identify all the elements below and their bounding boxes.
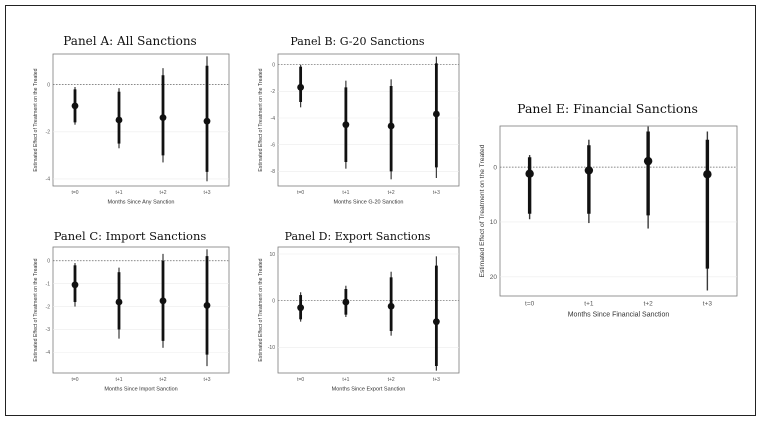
y-tick-label: 0: [47, 82, 50, 88]
x-tick-label: t+3: [203, 377, 210, 383]
chart-title: Panel A: All Sanctions: [63, 34, 196, 48]
y-tick-label: -6: [271, 142, 276, 148]
x-tick-label: t+2: [159, 377, 166, 383]
y-tick-label: 0: [47, 258, 50, 264]
y-tick-label: 0: [272, 298, 275, 304]
panel-a-chart: Panel A: All Sanctions 0 -2 -4 t=0 t+1 t+2 t+3 M…: [25, 30, 235, 208]
x-axis-label: Months Since Export Sanction: [332, 387, 406, 393]
point-estimate: [159, 297, 167, 305]
chart-title: Panel D: Export Sanctions: [285, 230, 431, 243]
plot-area: [277, 53, 460, 187]
figure-frame: [5, 5, 756, 416]
point-estimate: [584, 166, 594, 175]
y-tick-label: -4: [46, 350, 51, 356]
y-axis-label: Estimated Effect of Treatment on the Tre…: [258, 68, 264, 171]
chart-title: Panel B: G-20 Sanctions: [290, 35, 425, 48]
x-tick-label: t+3: [203, 190, 210, 196]
point-estimate: [387, 302, 395, 310]
point-estimate: [297, 83, 305, 91]
panel-c-chart: Panel C: Import Sanctions 0 -1 -2 -3 -4 t=0 t+1…: [25, 225, 235, 395]
x-tick-label: t+3: [433, 377, 440, 383]
point-estimate: [525, 169, 534, 178]
y-tick-label: -8: [271, 169, 276, 175]
y-axis-label: Estimated Effect of Treatment on the Tre…: [33, 68, 39, 171]
y-tick-label: -4: [271, 116, 276, 122]
point-estimate: [115, 116, 123, 124]
x-tick-label: t+3: [703, 301, 713, 308]
plot-area: [499, 125, 738, 297]
plot-area: [52, 53, 230, 187]
y-axis-label: Estimated Effect of Treatment on the Tre…: [33, 258, 39, 361]
panel-e-chart: Panel E: Financial Sanctions 0 10 20 t=0 t+1 t…: [470, 98, 745, 320]
x-tick-label: t=0: [71, 190, 78, 196]
x-tick-label: t+2: [159, 190, 166, 196]
y-tick-label: -2: [271, 89, 276, 95]
y-axis-label: Estimated Effect of Treatment on the Tre…: [258, 258, 264, 361]
x-tick-label: t+1: [584, 301, 594, 308]
y-tick-label: 0: [493, 164, 497, 171]
panel-d-chart: Panel D: Export Sanctions 10 0 -10 t=0 t+1 t+2…: [250, 225, 465, 395]
y-tick-label: -10: [268, 345, 275, 351]
point-estimate: [432, 318, 440, 326]
panel-b-chart: Panel B: G-20 Sanctions 0 -2 -4 -6 -8 t=0 t+1 t+…: [250, 30, 465, 208]
y-tick-label: 10: [490, 219, 498, 226]
point-estimate: [71, 102, 79, 110]
x-tick-label: t+3: [433, 190, 440, 196]
x-tick-label: t=0: [297, 377, 304, 383]
point-estimate: [342, 121, 350, 129]
point-estimate: [387, 122, 395, 130]
x-axis-label: Months Since Import Sanction: [104, 387, 177, 393]
y-tick-label: 0: [272, 62, 275, 68]
chart-title: Panel E: Financial Sanctions: [517, 101, 698, 116]
point-estimate: [115, 298, 123, 306]
x-tick-label: t+2: [388, 377, 395, 383]
point-estimate: [342, 298, 350, 306]
chart-title: Panel C: Import Sanctions: [54, 229, 207, 243]
y-tick-label: -2: [46, 304, 51, 310]
point-estimate: [297, 304, 305, 312]
y-tick-label: 10: [269, 252, 275, 258]
y-axis-label: Estimated Effect of Treatment on the Tre…: [479, 144, 486, 277]
x-tick-label: t+2: [644, 301, 654, 308]
y-tick-label: -2: [46, 130, 51, 136]
plot-area: [277, 246, 460, 374]
point-estimate: [159, 114, 167, 122]
x-tick-label: t=0: [297, 190, 304, 196]
point-estimate: [71, 281, 79, 289]
x-axis-label: Months Since Financial Sanction: [568, 312, 670, 319]
point-estimate: [643, 156, 653, 166]
point-estimate: [203, 117, 211, 125]
x-axis-label: Months Since Any Sanction: [108, 200, 175, 206]
point-estimate: [703, 170, 712, 179]
x-tick-label: t=0: [525, 301, 535, 308]
x-tick-label: t+1: [115, 377, 122, 383]
plot-area: [52, 246, 230, 374]
y-tick-label: -1: [46, 281, 51, 287]
point-estimate: [203, 302, 211, 309]
x-tick-label: t+1: [115, 190, 122, 196]
y-tick-label: -4: [46, 177, 51, 183]
y-tick-label: -3: [46, 327, 51, 333]
x-tick-label: t+2: [388, 190, 395, 196]
x-tick-label: t+1: [342, 377, 349, 383]
x-tick-label: t=0: [71, 377, 78, 383]
x-tick-label: t+1: [342, 190, 349, 196]
x-axis-label: Months Since G-20 Sanction: [333, 200, 403, 206]
point-estimate: [432, 110, 440, 118]
y-tick-label: 20: [490, 274, 498, 281]
